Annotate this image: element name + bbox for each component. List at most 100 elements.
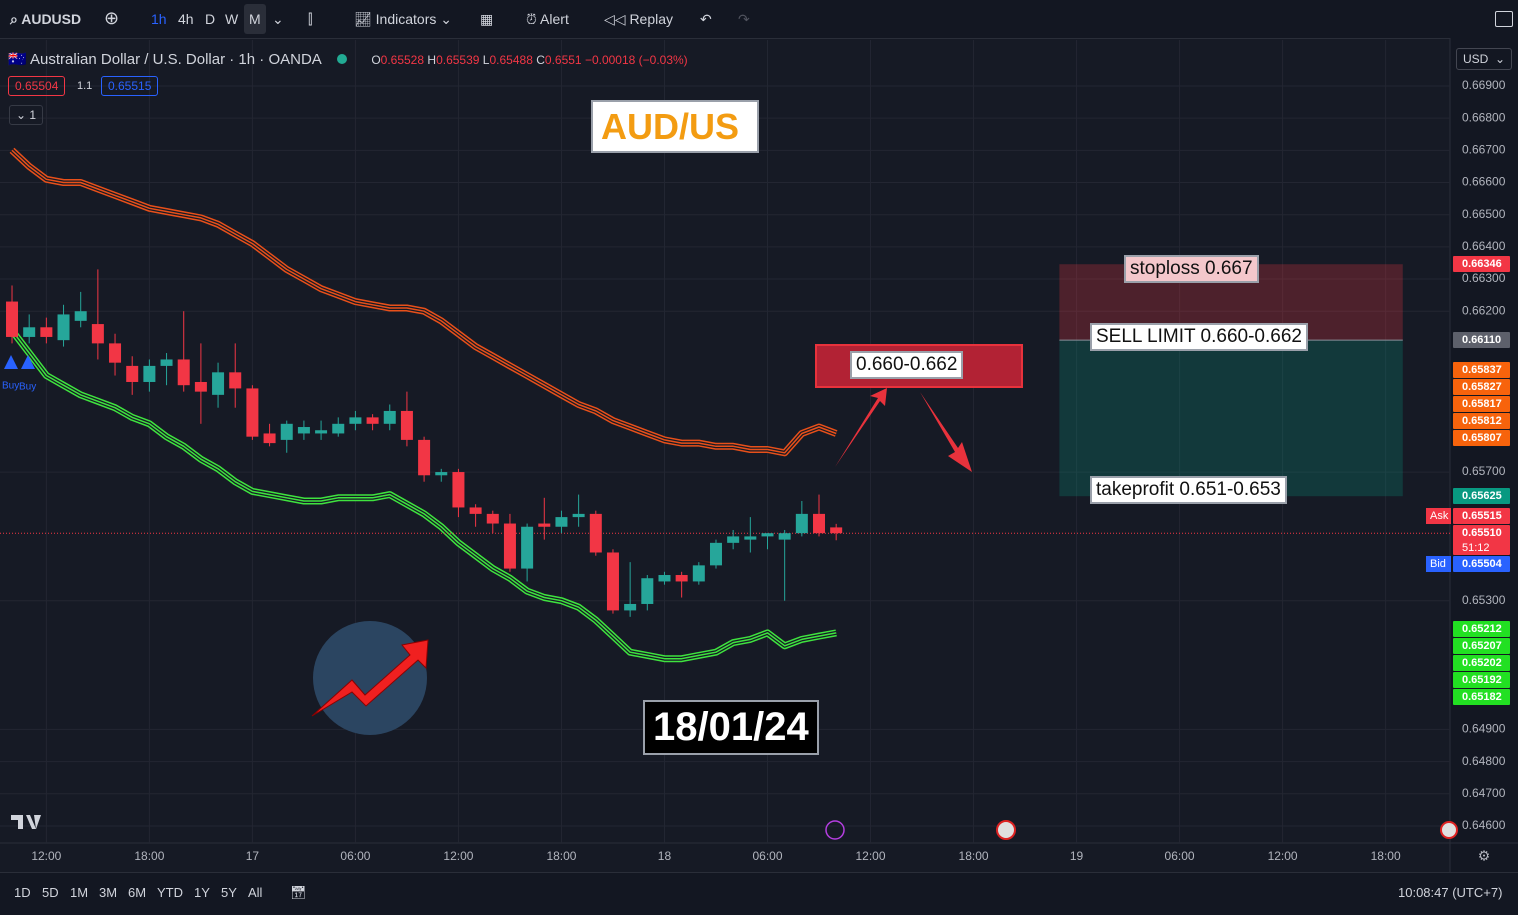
plot: 0.66900 0.66800 0.66700 0.66600 0.66500 0.664… xyxy=(0,40,1506,863)
range[interactable]: 6M xyxy=(128,885,147,900)
candle-body xyxy=(452,472,465,508)
add-symbol[interactable]: ⊕ xyxy=(104,8,120,28)
y-tick-label: 0.66700 xyxy=(1462,143,1506,157)
ask-label: Ask xyxy=(1430,510,1449,522)
candle-body xyxy=(813,513,826,534)
range[interactable]: 1Y xyxy=(194,885,210,900)
alert-button[interactable]: ⏰︎ Alert xyxy=(526,11,569,27)
price-tag xyxy=(1453,362,1510,378)
price-tag xyxy=(1453,379,1510,395)
indicators-button[interactable]: 📈︎ Indicators ⌄ xyxy=(354,11,452,27)
candle-body xyxy=(280,423,293,440)
candle-body xyxy=(263,433,276,444)
ohlc-value: 0.6551 xyxy=(544,53,582,67)
ohlc-value: 0.65539 xyxy=(436,53,480,67)
candle-body xyxy=(555,517,568,527)
price-tag xyxy=(1453,413,1510,429)
alert[interactable]: Alert xyxy=(540,11,569,27)
range[interactable]: 1M xyxy=(70,885,89,900)
price-tag-label: 0.66346 xyxy=(1462,258,1502,270)
candle-body xyxy=(589,513,602,553)
annotation-zone: 0.660-0.662 xyxy=(850,351,964,379)
indicators[interactable]: Indicators xyxy=(375,11,437,27)
settings[interactable]: ⚙ xyxy=(1478,848,1491,864)
price-tag xyxy=(1453,556,1510,572)
candle-body xyxy=(761,533,774,537)
candle-body xyxy=(830,527,843,534)
candle-body xyxy=(126,365,139,382)
candle-body xyxy=(418,439,431,476)
interval[interactable]: M xyxy=(244,4,266,34)
interval[interactable]: D xyxy=(205,11,216,27)
range[interactable]: 3M xyxy=(99,885,118,900)
candle-body xyxy=(435,472,448,476)
interval[interactable]: 1h xyxy=(151,11,167,27)
price-tag xyxy=(1453,488,1510,504)
symbol-search[interactable]: ⌕ AUDUSD xyxy=(10,11,82,27)
candle-body xyxy=(229,372,242,389)
annotation-date: 18/01/24 xyxy=(643,700,819,755)
symbol[interactable]: AUDUSD xyxy=(21,11,82,27)
price-tag-label: 0.65182 xyxy=(1462,691,1502,703)
candle-body xyxy=(658,575,671,582)
price-tag-label: 0.65812 xyxy=(1462,415,1502,427)
candle-body xyxy=(400,410,413,440)
replay-button[interactable]: ◁◁ Replay xyxy=(604,11,674,27)
event-flag[interactable] xyxy=(996,820,1016,840)
buy-signal xyxy=(21,355,35,369)
x-tick-label: 12:00 xyxy=(443,849,473,863)
interval[interactable]: W xyxy=(225,11,239,27)
ohlc-key: L xyxy=(482,53,490,67)
target-zone xyxy=(1059,340,1403,497)
x-tick-label: 18:00 xyxy=(1371,849,1401,863)
y-tick-label: 0.64800 xyxy=(1462,754,1506,768)
price-tag-label: 0.65202 xyxy=(1462,657,1502,669)
redo[interactable]: ↷ xyxy=(738,11,750,27)
toolbar: ⌕ AUDUSD ⊕ 1h 4h D W M ⌄ ⫿ 📈︎ Indicators… xyxy=(0,0,1518,39)
date-range[interactable]: 📅︎ xyxy=(290,885,307,900)
arrow-down xyxy=(920,392,972,472)
price-tag-label: 0.65510 xyxy=(1462,527,1502,539)
candle-body xyxy=(57,314,70,341)
event-icon[interactable] xyxy=(825,820,845,840)
currency-menu[interactable]: USD ⌄ xyxy=(1456,48,1512,70)
candle-body xyxy=(778,533,791,540)
replay[interactable]: Replay xyxy=(629,11,674,27)
band-line xyxy=(10,148,837,455)
y-tick-label: 0.66600 xyxy=(1462,175,1506,189)
range[interactable]: All xyxy=(248,885,263,900)
candle-body xyxy=(469,507,482,514)
interval-menu[interactable]: ⌄ xyxy=(272,11,284,27)
event-flag[interactable] xyxy=(1440,821,1458,839)
legend: 🇦🇺︎ Australian Dollar / U.S. Dollar · 1h… xyxy=(8,50,688,68)
candle-body xyxy=(675,575,688,582)
y-tick-label: 0.66900 xyxy=(1462,78,1506,92)
ohlc-key: H xyxy=(427,53,437,67)
range[interactable]: 1D xyxy=(14,885,31,900)
arrow-up xyxy=(835,388,887,467)
symbol-title: Australian Dollar / U.S. Dollar · 1h · O… xyxy=(30,51,321,68)
candle-body xyxy=(40,327,53,337)
candle-body xyxy=(795,513,808,534)
undo[interactable]: ↶ xyxy=(700,11,712,27)
range[interactable]: 5Y xyxy=(221,885,237,900)
chart-type[interactable]: ⫿ xyxy=(308,11,313,27)
collapse-button[interactable]: ⌄ 1 xyxy=(9,105,44,125)
sell-button[interactable]: 0.65504 xyxy=(8,76,66,96)
candle-body xyxy=(486,513,499,524)
chart: 0.66900 0.66800 0.66700 0.66600 0.66500 0.664… xyxy=(0,38,1518,872)
range[interactable]: YTD xyxy=(157,885,183,900)
buy-signal xyxy=(4,355,18,369)
x-tick-label: 17 xyxy=(246,849,260,863)
price-tag-label: 0.65192 xyxy=(1462,674,1502,686)
y-tick-label: 0.64700 xyxy=(1462,786,1506,800)
layouts[interactable]: ▦ xyxy=(480,11,494,27)
price-tag-label: 0.65515 xyxy=(1462,510,1502,522)
fullscreen[interactable] xyxy=(1495,11,1513,27)
buy-button[interactable]: 0.65515 xyxy=(101,76,159,96)
annotation-stoploss: stoploss 0.667 xyxy=(1124,255,1259,283)
range[interactable]: 5D xyxy=(42,885,59,900)
interval[interactable]: 4h xyxy=(178,11,194,27)
ohlc-key: O xyxy=(371,53,381,67)
